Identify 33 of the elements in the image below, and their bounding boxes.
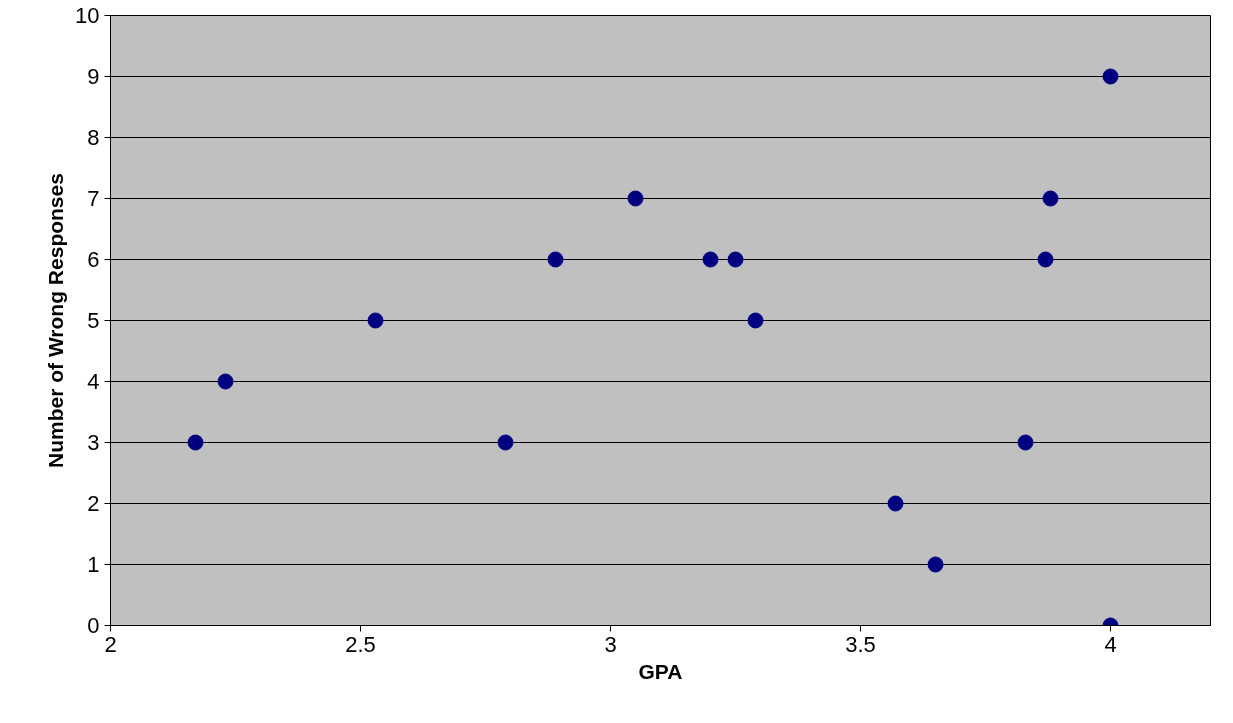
point (547, 251, 564, 268)
x-tick-label: 2.5 (345, 631, 376, 657)
x-tick-label: 2 (104, 631, 117, 657)
y-tick-label: 9 (87, 64, 100, 89)
point (187, 434, 204, 451)
y-tick-label: 6 (87, 247, 100, 272)
y-tick-label: 7 (87, 186, 100, 211)
point (627, 190, 644, 207)
point (1017, 434, 1034, 451)
y-tick-label: 2 (87, 491, 100, 516)
x-tick-label: 3 (604, 631, 617, 657)
point (747, 312, 764, 329)
y-tick-label: 3 (87, 430, 100, 455)
x-tick-label: 4 (1104, 631, 1117, 657)
y-tick-label: 1 (87, 552, 100, 577)
x-axis-title: GPA (638, 659, 683, 683)
point (217, 373, 234, 390)
y-tick-label: 8 (87, 125, 100, 150)
y-tick-label: 4 (87, 369, 100, 394)
point (1102, 68, 1119, 85)
x-tick-label: 3.5 (845, 631, 876, 657)
point (887, 495, 904, 512)
y-tick-label: 10 (75, 3, 100, 28)
point (1037, 251, 1054, 268)
y-axis-title: Number of Wrong Responses (44, 173, 68, 468)
point (367, 312, 384, 329)
point (497, 434, 514, 451)
y-tick-label: 0 (87, 613, 100, 638)
point (927, 556, 944, 573)
point (727, 251, 744, 268)
point (1042, 190, 1059, 207)
y-tick-label: 5 (87, 308, 100, 333)
point (702, 251, 719, 268)
